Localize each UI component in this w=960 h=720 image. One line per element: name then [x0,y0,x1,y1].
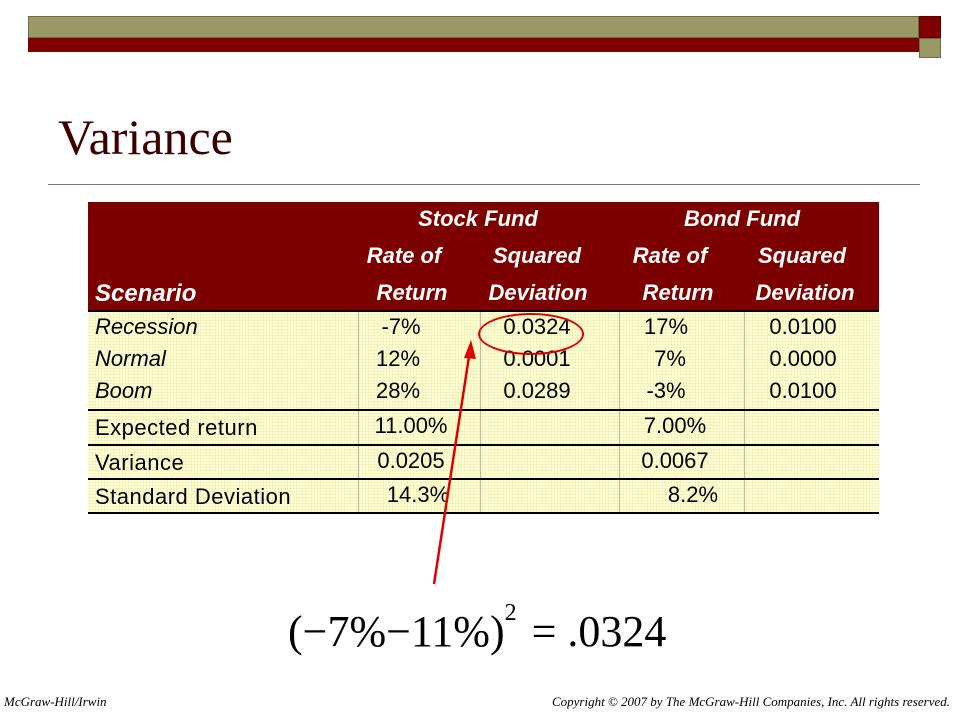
cell-stock-squared: 0.0289 [503,378,571,403]
header-bond-deviation: Deviation [755,280,855,305]
row-label-expected-return: Expected return [95,415,258,440]
top-olive-bar [28,16,919,38]
highlight-circle [478,313,584,355]
row-label-recession: Recession [95,314,198,339]
cell-stock-variance: 0.0205 [377,448,445,473]
header-bond-return: Return [642,280,714,305]
cell-stock-expected-return: 11.00% [374,413,448,438]
row-divider [88,310,879,312]
cell-bond-expected-return: 7.00% [643,413,707,438]
formula-base: (−7%−11%) [288,607,505,656]
table-header [88,202,879,310]
header-stock-rate-of: Rate of [366,243,442,268]
column-divider [358,310,359,514]
header-stock-deviation: Deviation [488,280,588,305]
header-bond-squared: Squared [757,243,847,268]
cell-stock-standard-deviation: 14.3% [386,482,450,507]
row-label-variance: Variance [95,450,185,475]
row-divider [88,444,879,446]
cell-bond-squared: 0.0100 [769,314,837,339]
header-stock-return: Return [376,280,448,305]
row-label-normal: Normal [95,346,166,371]
cell-stock-return: 28% [375,378,421,403]
title-divider [48,184,920,185]
cell-bond-squared: 0.0000 [769,346,837,371]
formula-rhs: = .0324 [531,607,667,656]
header-scenario: Scenario [95,280,197,307]
cell-bond-squared: 0.0100 [769,378,837,403]
footer-copyright: Copyright © 2007 by The McGraw-Hill Comp… [551,694,950,709]
column-divider [744,310,745,514]
column-divider [619,310,620,514]
cell-bond-return: -3% [646,378,686,403]
cell-bond-standard-deviation: 8.2% [667,482,719,507]
row-label-boom: Boom [95,378,153,403]
formula-exponent: 2 [504,600,517,626]
formula: (−7%−11%)2 = .0324 [288,600,666,657]
column-divider [480,310,481,514]
footer-publisher: McGraw-Hill/Irwin [4,694,107,709]
row-label-standard-deviation: Standard Deviation [95,484,292,509]
corner-olive-square [919,38,941,58]
row-divider [88,478,879,480]
corner-maroon-square [919,16,941,38]
cell-bond-variance: 0.0067 [641,448,709,473]
cell-bond-return: 7% [654,346,686,371]
header-stock-squared: Squared [492,243,582,268]
header-bond-fund: Bond Fund [683,206,801,231]
header-bond-rate-of: Rate of [632,243,708,268]
row-divider [88,409,879,411]
cell-stock-return: -7% [381,314,421,339]
row-divider [88,512,879,514]
cell-bond-return: 17% [643,314,689,339]
header-stock-fund: Stock Fund [418,206,538,231]
top-maroon-bar [28,38,919,52]
slide-title: Variance [58,109,233,165]
cell-stock-return: 12% [375,346,421,371]
